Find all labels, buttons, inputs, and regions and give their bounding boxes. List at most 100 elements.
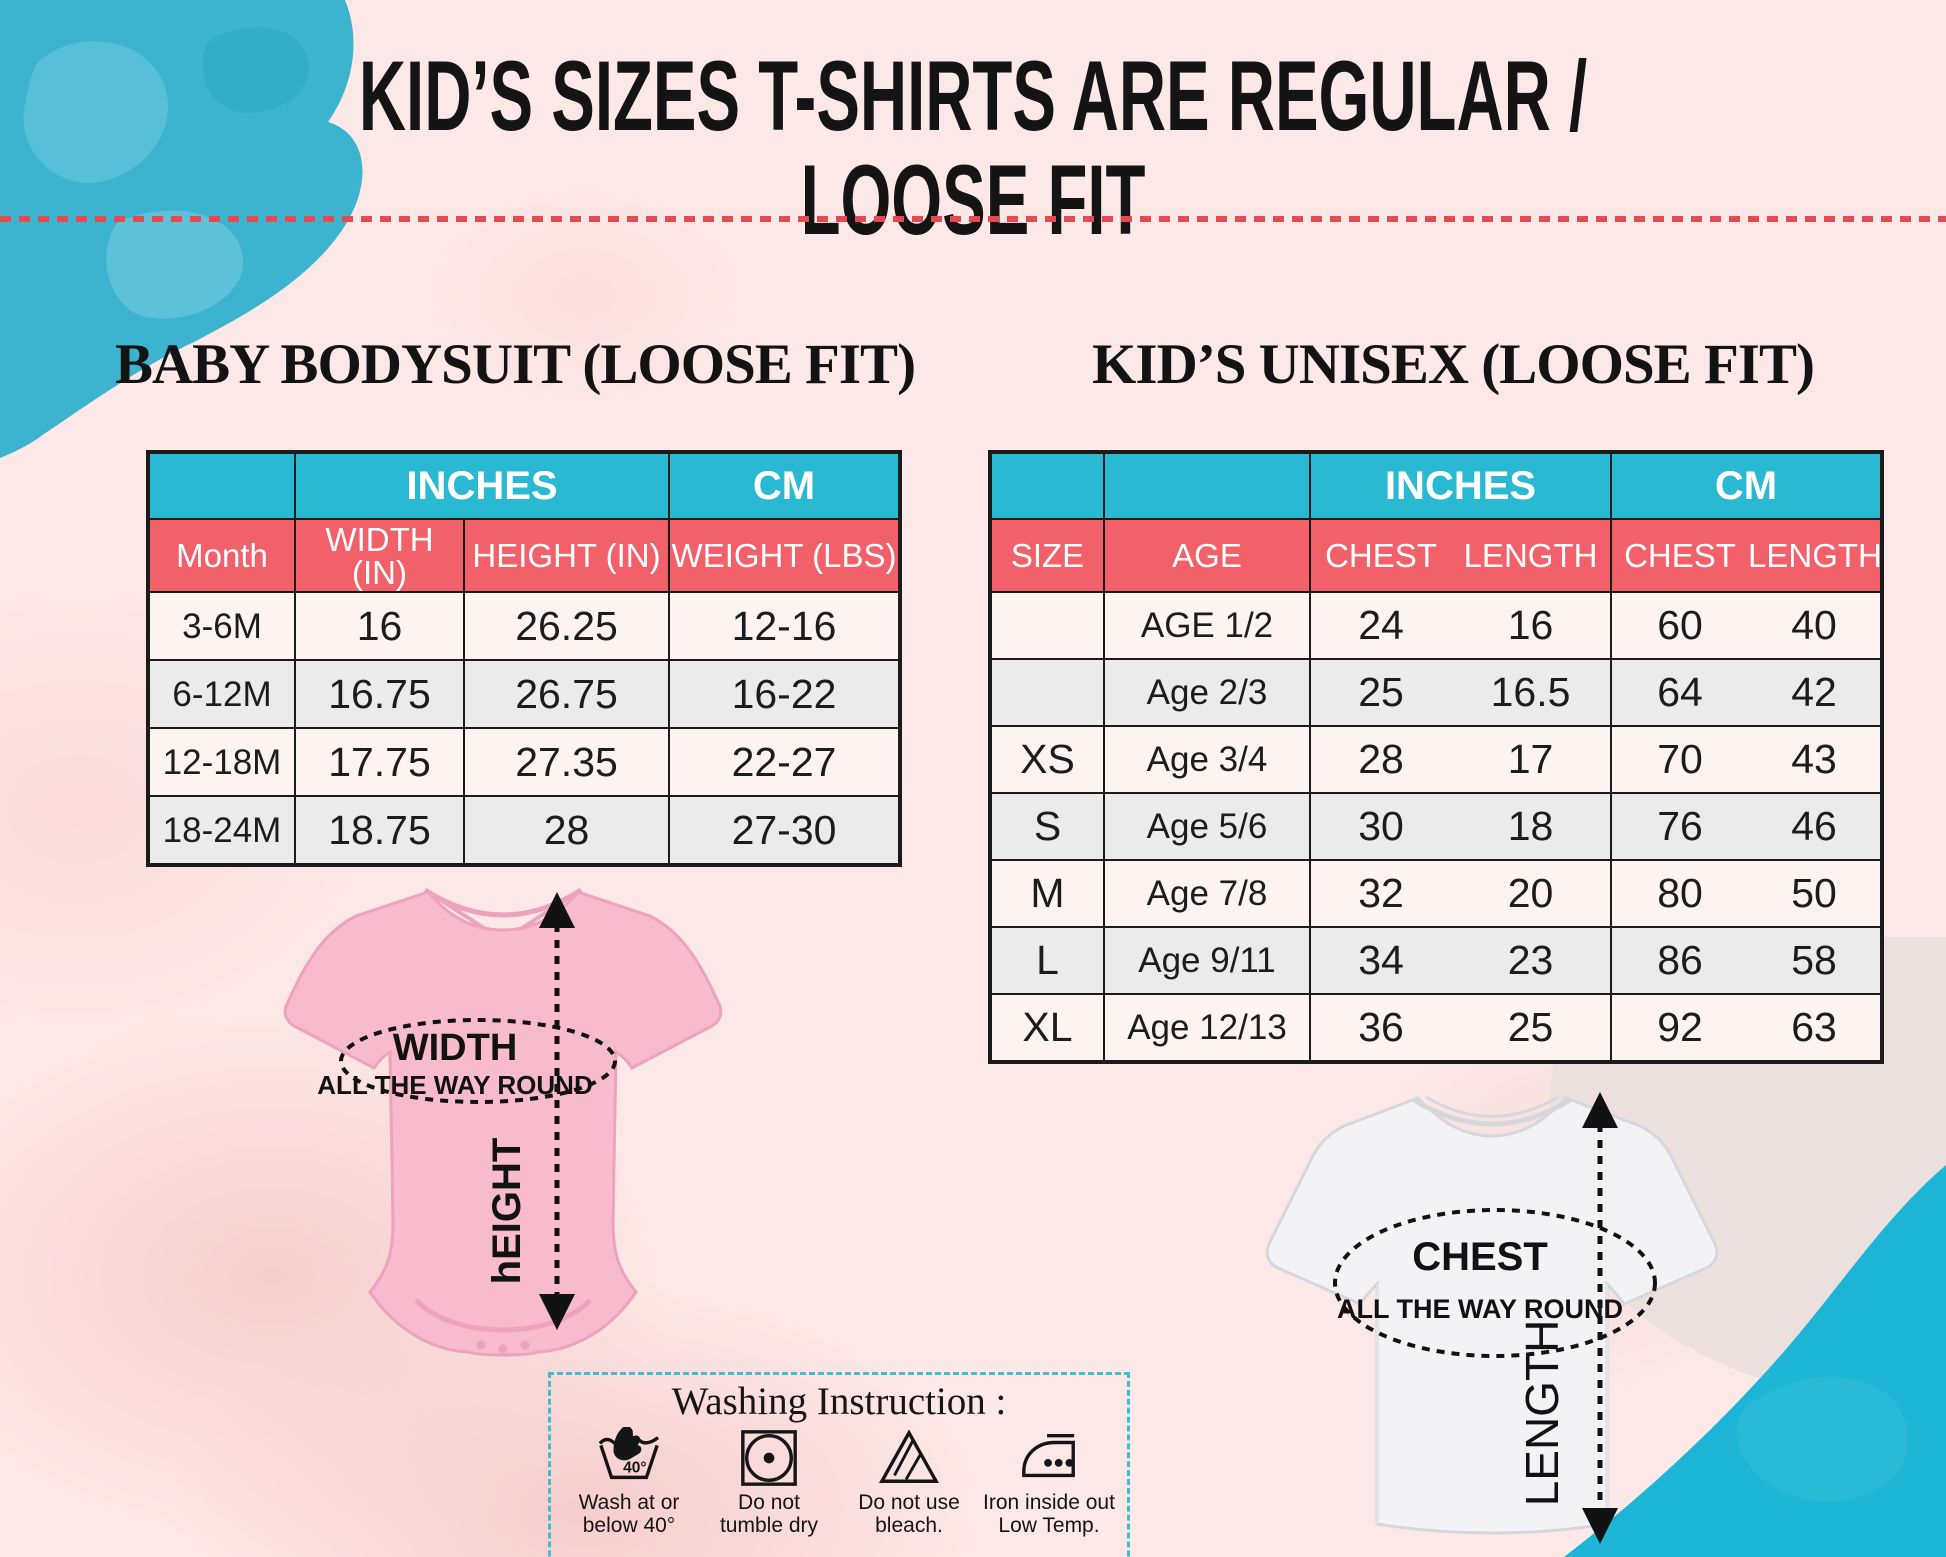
baby-section-title: BABY BODYSUIT (LOOSE FIT) xyxy=(114,333,916,396)
table-cell: 70 xyxy=(1610,725,1749,794)
table-cell: 16-22 xyxy=(668,659,902,729)
table-cell: 24 xyxy=(1309,591,1451,660)
washing-item: Do not tumble dry xyxy=(699,1427,839,1537)
table-cell: 42 xyxy=(1748,658,1884,727)
chest-cm-column-header: CHEST xyxy=(1610,518,1749,593)
washing-items-row: 40° Wash at or below 40° Do not tumble d… xyxy=(551,1427,1127,1537)
table-cell: 3-6M xyxy=(147,591,296,661)
no-tumble-dry-icon xyxy=(741,1430,797,1486)
table-cell: 76 xyxy=(1610,792,1749,861)
bodysuit-diagram: WIDTH ALL THE WAY ROUND hEIGHT xyxy=(283,887,723,1357)
table-cell: Age 12/13 xyxy=(1103,993,1311,1063)
kids-group-header-row: INCHES CM xyxy=(989,451,1884,520)
washing-item-label: Do not tumble dry xyxy=(719,1491,819,1537)
table-cell: 40 xyxy=(1748,591,1884,660)
kids-size-row: XL Age 12/13 36 25 92 63 xyxy=(989,993,1884,1063)
table-cell: 20 xyxy=(1451,859,1613,928)
tshirt-diagram: CHEST ALL THE WAY ROUND LENGTH xyxy=(1265,1092,1719,1544)
blank-cell xyxy=(989,451,1105,520)
table-cell: 26.75 xyxy=(462,659,671,729)
chest-sublabel: ALL THE WAY ROUND xyxy=(1337,1294,1623,1324)
table-cell: 18 xyxy=(1451,792,1613,861)
chest-label: CHEST xyxy=(1412,1235,1548,1279)
kids-size-row: L Age 9/11 34 23 86 58 xyxy=(989,926,1884,995)
table-cell: 86 xyxy=(1610,926,1749,995)
table-cell: 46 xyxy=(1748,792,1884,861)
table-cell: 63 xyxy=(1748,993,1884,1063)
inches-group-header: INCHES xyxy=(1308,451,1613,520)
table-cell: 64 xyxy=(1610,658,1749,727)
height-arrow-label: hEIGHT xyxy=(485,1138,529,1285)
table-cell: 6-12M xyxy=(147,659,296,729)
table-cell: 32 xyxy=(1309,859,1451,928)
table-cell: Age 7/8 xyxy=(1103,859,1311,928)
table-cell: 80 xyxy=(1610,859,1749,928)
table-cell: 60 xyxy=(1610,591,1749,660)
table-cell: Age 5/6 xyxy=(1103,792,1311,861)
table-cell: 12-18M xyxy=(147,727,296,797)
height-column-header: HEIGHT (IN) xyxy=(462,518,671,593)
kids-size-row: AGE 1/2 24 16 60 40 xyxy=(989,591,1884,660)
baby-size-row: 18-24M 18.75 28 27-30 xyxy=(147,795,902,866)
table-cell: 22-27 xyxy=(668,727,902,797)
age-column-header: AGE xyxy=(1103,518,1311,593)
washing-item: Iron inside out Low Temp. xyxy=(979,1427,1119,1537)
width-column-header: WIDTH (IN) xyxy=(294,518,465,593)
washing-instructions-box: Washing Instruction : 40° Wash at or bel… xyxy=(548,1372,1130,1557)
month-column-header: Month xyxy=(147,518,296,593)
table-cell: XL xyxy=(989,993,1105,1063)
table-cell: 16 xyxy=(294,591,465,661)
kids-size-row: Age 2/3 25 16.5 64 42 xyxy=(989,658,1884,727)
table-cell: Age 3/4 xyxy=(1103,725,1311,794)
washing-item: 40° Wash at or below 40° xyxy=(559,1427,699,1537)
width-label: WIDTH xyxy=(393,1027,518,1069)
weight-column-header: WEIGHT (LBS) xyxy=(668,518,902,593)
kids-size-row: M Age 7/8 32 20 80 50 xyxy=(989,859,1884,928)
washing-item-label: Do not use bleach. xyxy=(858,1491,960,1537)
table-cell: 30 xyxy=(1309,792,1451,861)
table-cell: 28 xyxy=(462,795,671,866)
table-cell: AGE 1/2 xyxy=(1103,591,1311,660)
table-cell: 92 xyxy=(1610,993,1749,1063)
table-cell xyxy=(989,591,1105,660)
washing-item-label: Wash at or below 40° xyxy=(578,1491,680,1537)
table-cell: 34 xyxy=(1309,926,1451,995)
length-in-column-header: LENGTH xyxy=(1451,518,1613,593)
kids-size-row: S Age 5/6 30 18 76 46 xyxy=(989,792,1884,861)
washing-item-label: Iron inside out Low Temp. xyxy=(983,1491,1115,1537)
table-cell: 27.35 xyxy=(462,727,671,797)
table-cell: 23 xyxy=(1451,926,1613,995)
wash-at-40-icon: 40° xyxy=(598,1427,660,1480)
table-cell: 28 xyxy=(1309,725,1451,794)
cm-group-header: CM xyxy=(668,451,902,520)
table-cell: M xyxy=(989,859,1105,928)
length-arrow-label: LENGTH xyxy=(1516,1320,1568,1507)
red-dotted-divider xyxy=(0,216,1946,222)
length-cm-column-header: LENGTH xyxy=(1748,518,1884,593)
kids-size-row: XS Age 3/4 28 17 70 43 xyxy=(989,725,1884,794)
baby-group-header-row: INCHES CM xyxy=(147,451,902,520)
svg-text:40°: 40° xyxy=(623,1460,646,1477)
chest-in-column-header: CHEST xyxy=(1309,518,1451,593)
baby-size-row: 12-18M 17.75 27.35 22-27 xyxy=(147,727,902,797)
table-cell: 18.75 xyxy=(294,795,465,866)
table-cell: 16.75 xyxy=(294,659,465,729)
table-cell: Age 9/11 xyxy=(1103,926,1311,995)
baby-column-header-row: Month WIDTH (IN) HEIGHT (IN) WEIGHT (LBS… xyxy=(147,518,902,593)
table-cell: 50 xyxy=(1748,859,1884,928)
size-column-header: SIZE xyxy=(989,518,1105,593)
baby-size-row: 6-12M 16.75 26.75 16-22 xyxy=(147,659,902,729)
table-cell: 36 xyxy=(1309,993,1451,1063)
washing-title: Washing Instruction : xyxy=(671,1380,1007,1423)
no-bleach-icon xyxy=(878,1429,940,1483)
table-cell: 17.75 xyxy=(294,727,465,797)
table-cell: 18-24M xyxy=(147,795,296,866)
table-cell: 58 xyxy=(1748,926,1884,995)
table-cell: 16 xyxy=(1451,591,1613,660)
table-cell: 43 xyxy=(1748,725,1884,794)
baby-size-table: INCHES CM Month WIDTH (IN) HEIGHT (IN) W… xyxy=(146,450,903,867)
blank-cell xyxy=(1103,451,1311,520)
washing-item: Do not use bleach. xyxy=(839,1427,979,1537)
blank-cell xyxy=(147,451,296,520)
